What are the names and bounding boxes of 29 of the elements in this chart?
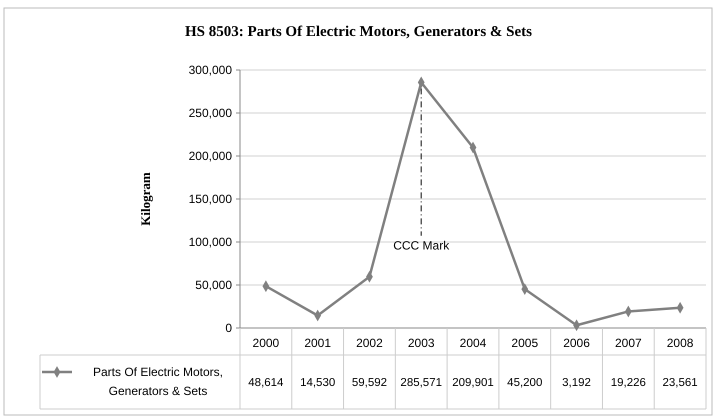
y-tick-label: 50,000 <box>195 278 232 292</box>
x-tick-label: 2005 <box>511 336 538 350</box>
y-tick-label: 0 <box>225 321 232 336</box>
data-label: 23,561 <box>662 377 698 390</box>
data-label: 45,200 <box>507 377 542 390</box>
x-tick-label: 2007 <box>614 336 642 350</box>
x-tick-label: 2000 <box>252 336 280 350</box>
data-label: 19,226 <box>610 377 646 390</box>
data-label: 14,530 <box>300 377 336 390</box>
data-label: 3,192 <box>562 377 591 390</box>
x-tick-label: 2002 <box>356 336 384 350</box>
y-tick-label: 200,000 <box>188 149 232 164</box>
chart-title: HS 8503: Parts Of Electric Motors, Generators & Sets <box>185 24 532 40</box>
x-tick-label: 2008 <box>666 336 694 350</box>
y-tick-label: 100,000 <box>188 235 232 250</box>
x-tick-label: 2006 <box>563 336 590 350</box>
data-label: 285,571 <box>400 377 442 390</box>
x-tick-label: 2003 <box>408 336 435 350</box>
x-tick-label: 2001 <box>304 336 332 350</box>
y-axis-title: Kilogram <box>138 172 153 226</box>
y-tick-label: 300,000 <box>188 63 232 78</box>
data-label: 48,614 <box>248 377 284 390</box>
y-tick-label: 250,000 <box>188 106 232 120</box>
legend-label: Parts Of Electric Motors, Generators & Sets <box>92 365 224 398</box>
data-label: 59,592 <box>352 377 388 390</box>
y-tick-label: 150,000 <box>188 192 232 206</box>
annotation: CCC Mark <box>393 238 450 253</box>
x-tick-label: 2004 <box>460 336 487 350</box>
data-label: 209,901 <box>452 377 494 390</box>
